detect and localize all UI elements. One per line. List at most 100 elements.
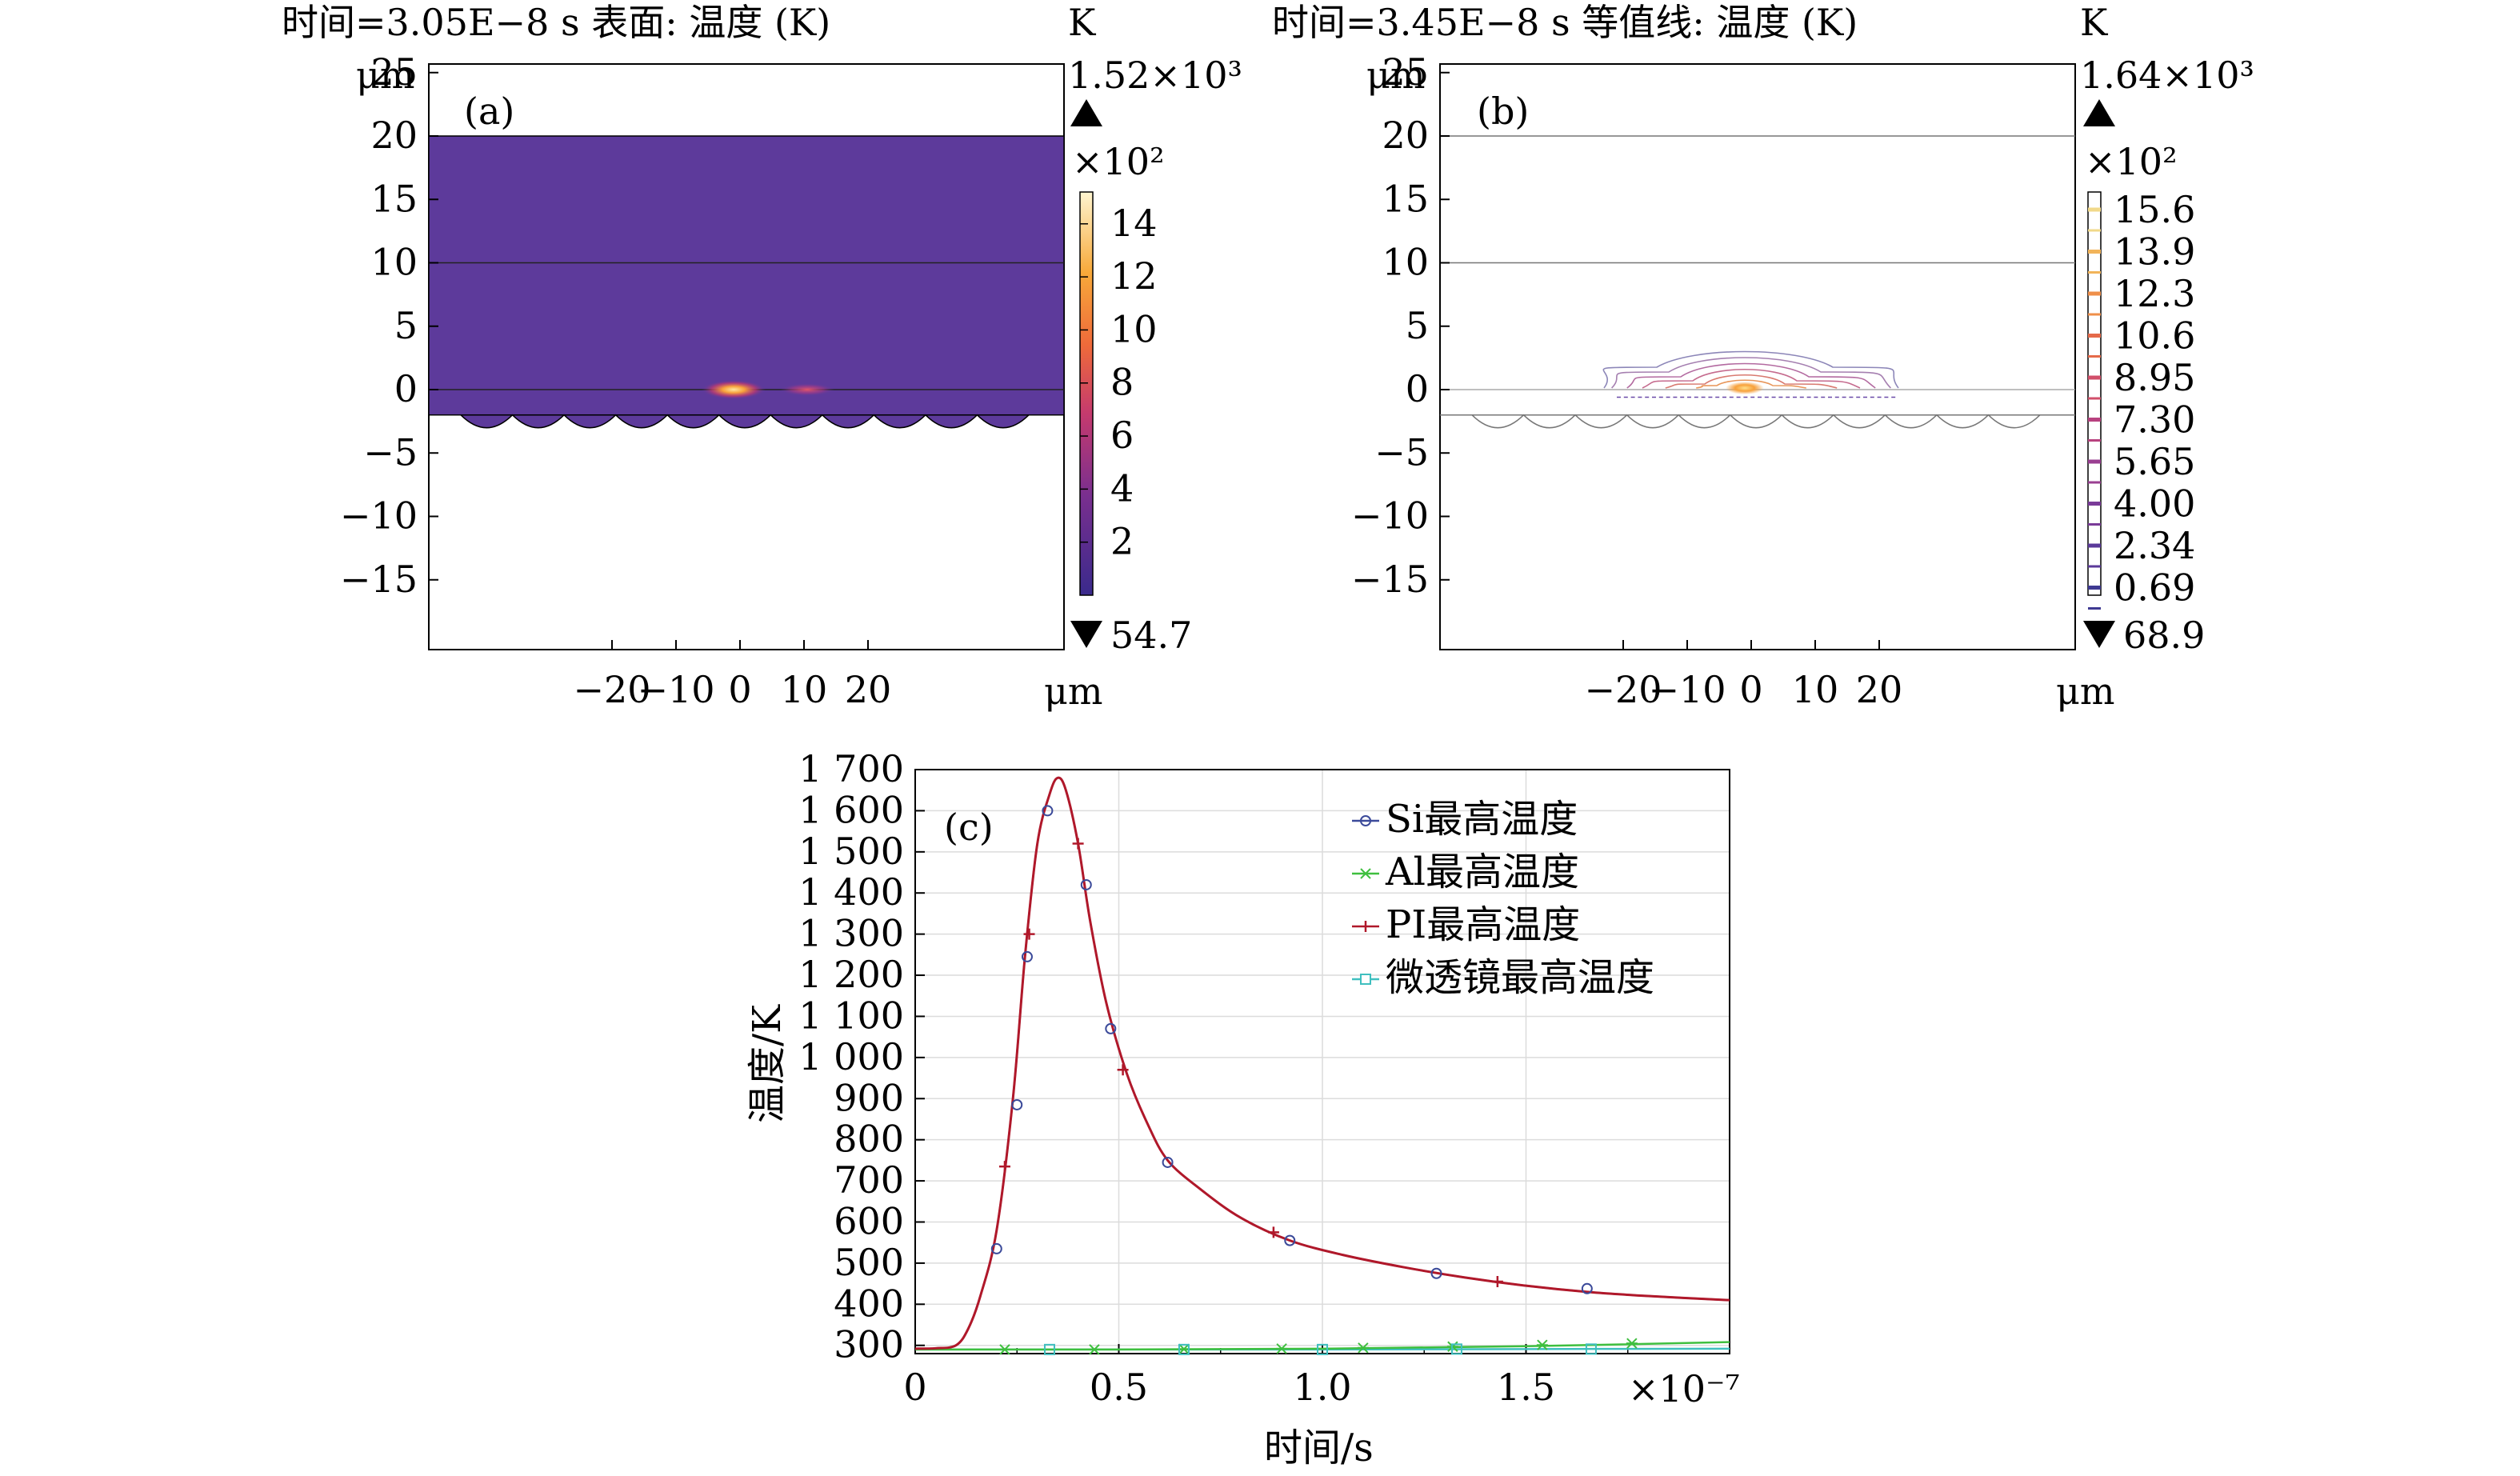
microlens-array — [1470, 414, 2042, 429]
al-marker — [1088, 1344, 1100, 1355]
y-tick-label: 1 700 — [798, 747, 904, 790]
lens-marker — [1317, 1343, 1328, 1355]
y-tick-label: 20 — [370, 114, 418, 157]
y-tick-label: 700 — [834, 1158, 904, 1202]
panel-a-y-ticks: 25 20 15 10 5 0 −5 −10 −15 — [340, 50, 438, 601]
panel-a-colorbar-ticks: 14 12 10 8 6 4 2 — [1080, 202, 1158, 563]
panel-a-colorbar-unit: K — [1068, 1, 1097, 44]
panel-a-x-ticks: −20−10 0 10 20 — [573, 640, 891, 711]
pi-marker — [1023, 928, 1035, 940]
y-tick-label: 1 100 — [798, 994, 904, 1037]
panel-b-label: (b) — [1477, 90, 1529, 133]
panel-a-label: (a) — [464, 90, 514, 133]
colorbar-tick-label: 15.6 — [2114, 188, 2195, 231]
panel-b-x-unit: μm — [2056, 670, 2115, 713]
y-tick-label: 800 — [834, 1118, 904, 1161]
x-tick-label: 0 — [1739, 668, 1762, 711]
x-tick-label: 10 — [781, 668, 828, 711]
x-tick-label: −10 — [1648, 668, 1726, 711]
chart-grid — [914, 769, 1730, 1354]
panel-b-colorbar-ticks: 15.613.912.310.68.957.305.654.002.340.69 — [2088, 188, 2195, 610]
y-tick-label: 10 — [1382, 241, 1429, 284]
y-tick-label: −5 — [1374, 430, 1429, 474]
y-tick-label: 900 — [834, 1076, 904, 1119]
si-marker — [1021, 950, 1033, 962]
colorbar-tick-label: 6 — [1110, 414, 1134, 457]
x-tick-label: 0 — [728, 668, 751, 711]
hot-spot — [780, 383, 834, 396]
colorbar-tick-label: 2 — [1110, 520, 1134, 563]
y-tick-label: −10 — [1351, 494, 1429, 538]
y-tick-label: 1 300 — [798, 912, 904, 955]
panel-b-y-ticks: 25 20 15 10 5 0 −5 −10 −15 — [1351, 50, 1450, 601]
panel-b-frame — [1439, 63, 2076, 650]
lens-marker — [1585, 1343, 1597, 1355]
panel-b: 时间=3.45E−8 s 等值线: 温度 (K) μm (b) 25 20 15 10… — [1272, 1, 2254, 713]
colorbar-tick-label: 10.6 — [2114, 314, 2195, 358]
al-marker — [998, 1344, 1010, 1355]
y-tick-label: 400 — [834, 1282, 904, 1325]
panel-b-colorbar-max: 1.64×10³ — [2080, 54, 2254, 97]
pi-marker — [1267, 1226, 1279, 1238]
pi-marker — [998, 1161, 1010, 1173]
x-tick-label: −20 — [573, 668, 650, 711]
colorbar-tick-label: 2.34 — [2114, 524, 2195, 567]
y-tick-label: 1 600 — [798, 788, 904, 831]
x-tick-label: 20 — [845, 668, 892, 711]
x-tick-label: 20 — [1856, 668, 1903, 711]
y-tick-label: 15 — [370, 177, 418, 220]
lens-marker — [1178, 1343, 1190, 1355]
chart-x-multiplier: ×10⁻⁷ — [1628, 1367, 1740, 1410]
legend-label: PI最高温度 — [1386, 902, 1580, 947]
hot-spot — [702, 380, 766, 399]
panel-b-y-unit: μm — [1366, 54, 1426, 97]
x-tick-label: −10 — [637, 668, 714, 711]
panel-b-colorbar-scale: ×10² — [2085, 140, 2178, 183]
panel-a-colorbar-min: 54.7 — [1110, 614, 1192, 657]
hot-spot — [1726, 382, 1764, 394]
chart-series-markers — [990, 805, 1638, 1355]
chart-y-label: 温度/K — [745, 1004, 790, 1123]
colorbar-tick-label: 12 — [1110, 254, 1158, 298]
chart-x-ticks: 0 0.5 1.0 1.5 — [903, 1344, 1629, 1409]
legend-label: Si最高温度 — [1386, 797, 1578, 842]
colorbar-tick-label: 8 — [1110, 361, 1134, 404]
x-tick-label: 1.5 — [1497, 1366, 1555, 1409]
si-marker — [1162, 1156, 1174, 1168]
colorbar-tick-label: 0.69 — [2114, 566, 2195, 610]
y-tick-label: 0 — [1406, 367, 1429, 410]
panel-a-title: 时间=3.05E−8 s 表面: 温度 (K) — [282, 1, 830, 44]
x-tick-label: 0.5 — [1090, 1366, 1148, 1409]
y-tick-label: 0 — [394, 367, 418, 410]
colorbar-tick-label: 4 — [1110, 466, 1134, 510]
si-marker — [1430, 1267, 1442, 1279]
colorbar-tick-label: 10 — [1110, 307, 1158, 350]
legend-label: 微透镜最高温度 — [1386, 955, 1654, 1000]
legend-circle-icon — [1360, 815, 1371, 826]
lens-marker — [1043, 1343, 1055, 1355]
chart-panel-label: (c) — [944, 806, 994, 849]
y-tick-label: 1 400 — [798, 870, 904, 914]
x-tick-label: −20 — [1584, 668, 1662, 711]
x-tick-label: 1.0 — [1293, 1366, 1351, 1409]
y-tick-label: 25 — [1382, 50, 1429, 94]
panel-b-x-ticks: −20−10 0 10 20 — [1584, 640, 1902, 711]
si-marker — [1581, 1282, 1593, 1294]
legend-star-icon — [1360, 868, 1371, 879]
y-tick-label: 300 — [834, 1323, 904, 1366]
al-marker — [1357, 1342, 1369, 1354]
si-marker — [1042, 805, 1054, 817]
panel-b-max-triangle-icon — [2083, 99, 2115, 126]
y-tick-label: −10 — [340, 494, 418, 538]
isotherm-contour — [1611, 357, 1891, 389]
layer-region — [428, 135, 1065, 416]
al-marker — [1178, 1343, 1190, 1355]
y-tick-label: 1 200 — [798, 953, 904, 996]
x-tick-label: 10 — [1792, 668, 1839, 711]
panel-a-max-triangle-icon — [1070, 99, 1102, 126]
colorbar-tick-label: 8.95 — [2114, 356, 2195, 399]
x-tick-label: 0 — [903, 1366, 926, 1409]
